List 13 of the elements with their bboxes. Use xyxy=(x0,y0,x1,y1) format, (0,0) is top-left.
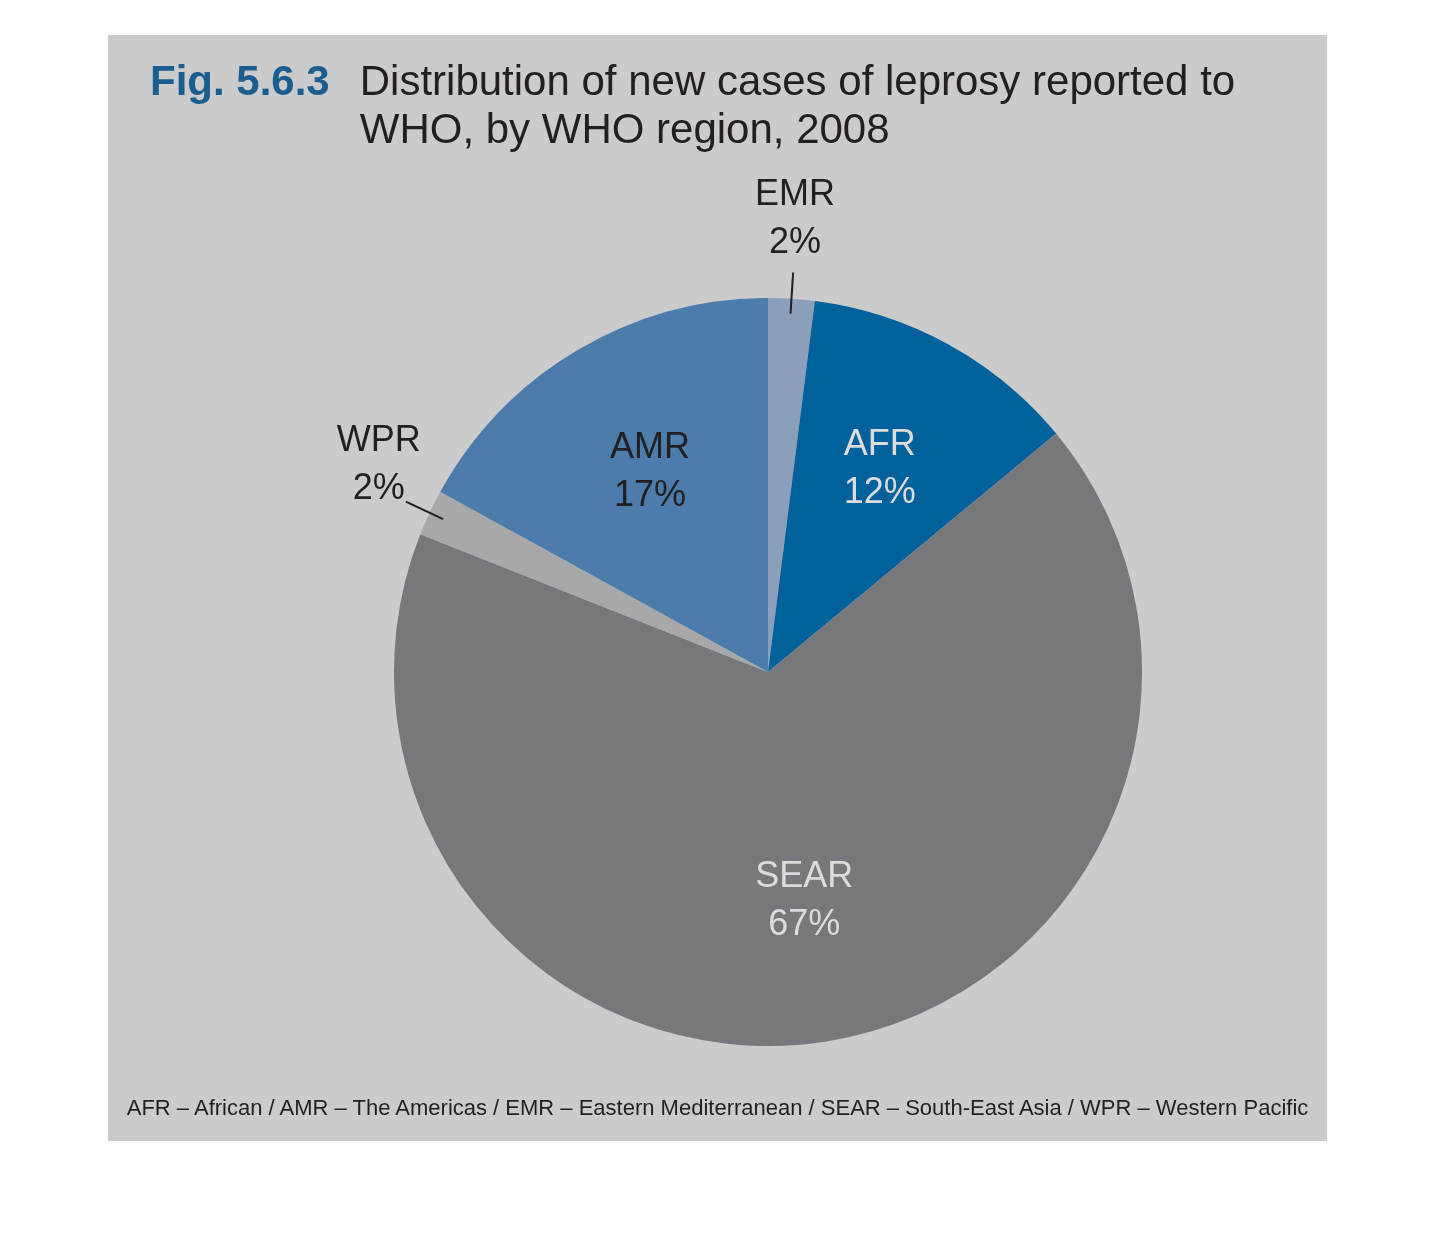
slice-label: AFR xyxy=(843,421,916,463)
slice-label: SEAR xyxy=(755,853,854,895)
slice-label: EMR xyxy=(755,171,836,213)
slice-label: AMR xyxy=(609,425,690,467)
data-label: 2% xyxy=(352,465,405,507)
data-label: 2% xyxy=(768,219,822,261)
chart-subtitle: Distribution of new cases of leprosy reported to WHO, by WHO region, 2008 xyxy=(359,57,1237,153)
data-label: 67% xyxy=(768,901,841,943)
chart-title: Fig. 5.6.3 xyxy=(150,57,330,106)
data-label: 12% xyxy=(843,469,916,511)
data-label: 17% xyxy=(613,473,686,515)
text: AFR – African / AMR – The Americas / EMR – Eastern Mediterranean / SEAR – South-East Asia / WPR – Western Pacific xyxy=(125,1095,1310,1121)
slice-label: WPR xyxy=(336,417,421,459)
